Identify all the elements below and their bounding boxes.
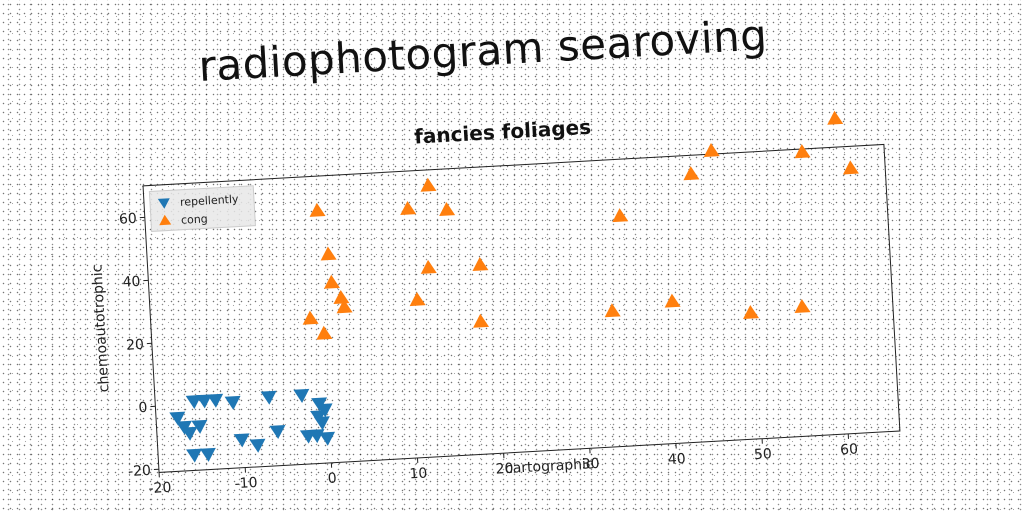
- data-point-cong: [336, 299, 353, 314]
- data-point-repellently: [260, 390, 277, 405]
- y-tick-label: 20: [126, 337, 145, 354]
- x-tick-label: 50: [754, 446, 773, 463]
- x-tick-label: 60: [840, 441, 859, 458]
- legend-box: [148, 185, 256, 232]
- x-tick-label: -10: [234, 475, 258, 492]
- y-axis-label: chemoautotrophic: [89, 264, 112, 392]
- y-tick-label: -20: [128, 463, 152, 480]
- data-point-cong: [842, 160, 859, 175]
- data-point-cong: [420, 259, 437, 274]
- data-point-cong: [743, 304, 760, 320]
- data-point-repellently: [224, 395, 241, 410]
- data-point-cong: [309, 202, 326, 217]
- axes: -20 -10 0 10 20 30 40 50 60 -20 0 20 40 60: [119, 211, 859, 497]
- x-tick-label: -20: [148, 480, 172, 497]
- data-point-repellently: [316, 403, 333, 418]
- data-point-cong: [409, 292, 426, 307]
- data-point-cong: [794, 144, 811, 159]
- y-tick-label: 0: [138, 400, 148, 416]
- data-point-cong: [664, 293, 681, 308]
- data-point-cong: [612, 208, 629, 223]
- data-point-cong: [473, 313, 490, 328]
- legend-label-repellently: repellently: [180, 193, 240, 209]
- x-tick-label: 30: [581, 456, 600, 473]
- data-point-repellently: [199, 447, 216, 462]
- legend-label-cong: cong: [181, 212, 208, 226]
- data-point-cong: [472, 256, 489, 271]
- data-point-cong: [400, 200, 417, 215]
- data-point-repellently: [195, 394, 212, 409]
- data-point-cong: [323, 274, 340, 289]
- data-point-cong: [703, 142, 720, 157]
- x-tick-label: 20: [495, 461, 514, 478]
- x-tick-label: 10: [409, 465, 428, 482]
- data-point-repellently: [313, 416, 330, 431]
- data-point-repellently: [169, 411, 186, 426]
- legend-marker-cong: [159, 214, 172, 226]
- data-point-repellently: [249, 438, 266, 453]
- y-tick-label: 60: [119, 211, 138, 228]
- x-axis-label: cartographic: [505, 456, 594, 477]
- plot-area: [142, 143, 901, 473]
- data-point-repellently: [181, 426, 198, 441]
- data-point-repellently: [207, 393, 224, 408]
- data-point-repellently: [269, 424, 286, 440]
- data-point-repellently: [186, 448, 203, 463]
- data-point-cong: [827, 110, 844, 125]
- data-point-cong: [420, 177, 437, 192]
- data-point-cong: [302, 310, 319, 325]
- chart-title: fancies foliages: [414, 115, 592, 149]
- data-point-cong: [316, 325, 333, 340]
- legend: repellently cong: [148, 185, 256, 232]
- data-point-cong: [320, 246, 337, 261]
- data-point-cong: [683, 166, 700, 181]
- x-tick-label: 0: [327, 471, 337, 487]
- data-point-cong: [604, 303, 621, 318]
- y-tick-label: 40: [122, 274, 141, 291]
- plot-frame: [142, 143, 901, 473]
- legend-marker-repellently: [157, 198, 170, 209]
- data-point-cong: [794, 298, 811, 313]
- data-point-repellently: [185, 394, 202, 409]
- data-point-cong: [439, 201, 456, 216]
- x-tick-label: 40: [667, 451, 686, 468]
- data-point-repellently: [293, 388, 310, 403]
- data-point-repellently: [319, 431, 336, 446]
- data-point-cong: [333, 289, 350, 305]
- data-points: [169, 110, 859, 463]
- data-point-repellently: [191, 419, 208, 434]
- data-point-repellently: [233, 433, 250, 448]
